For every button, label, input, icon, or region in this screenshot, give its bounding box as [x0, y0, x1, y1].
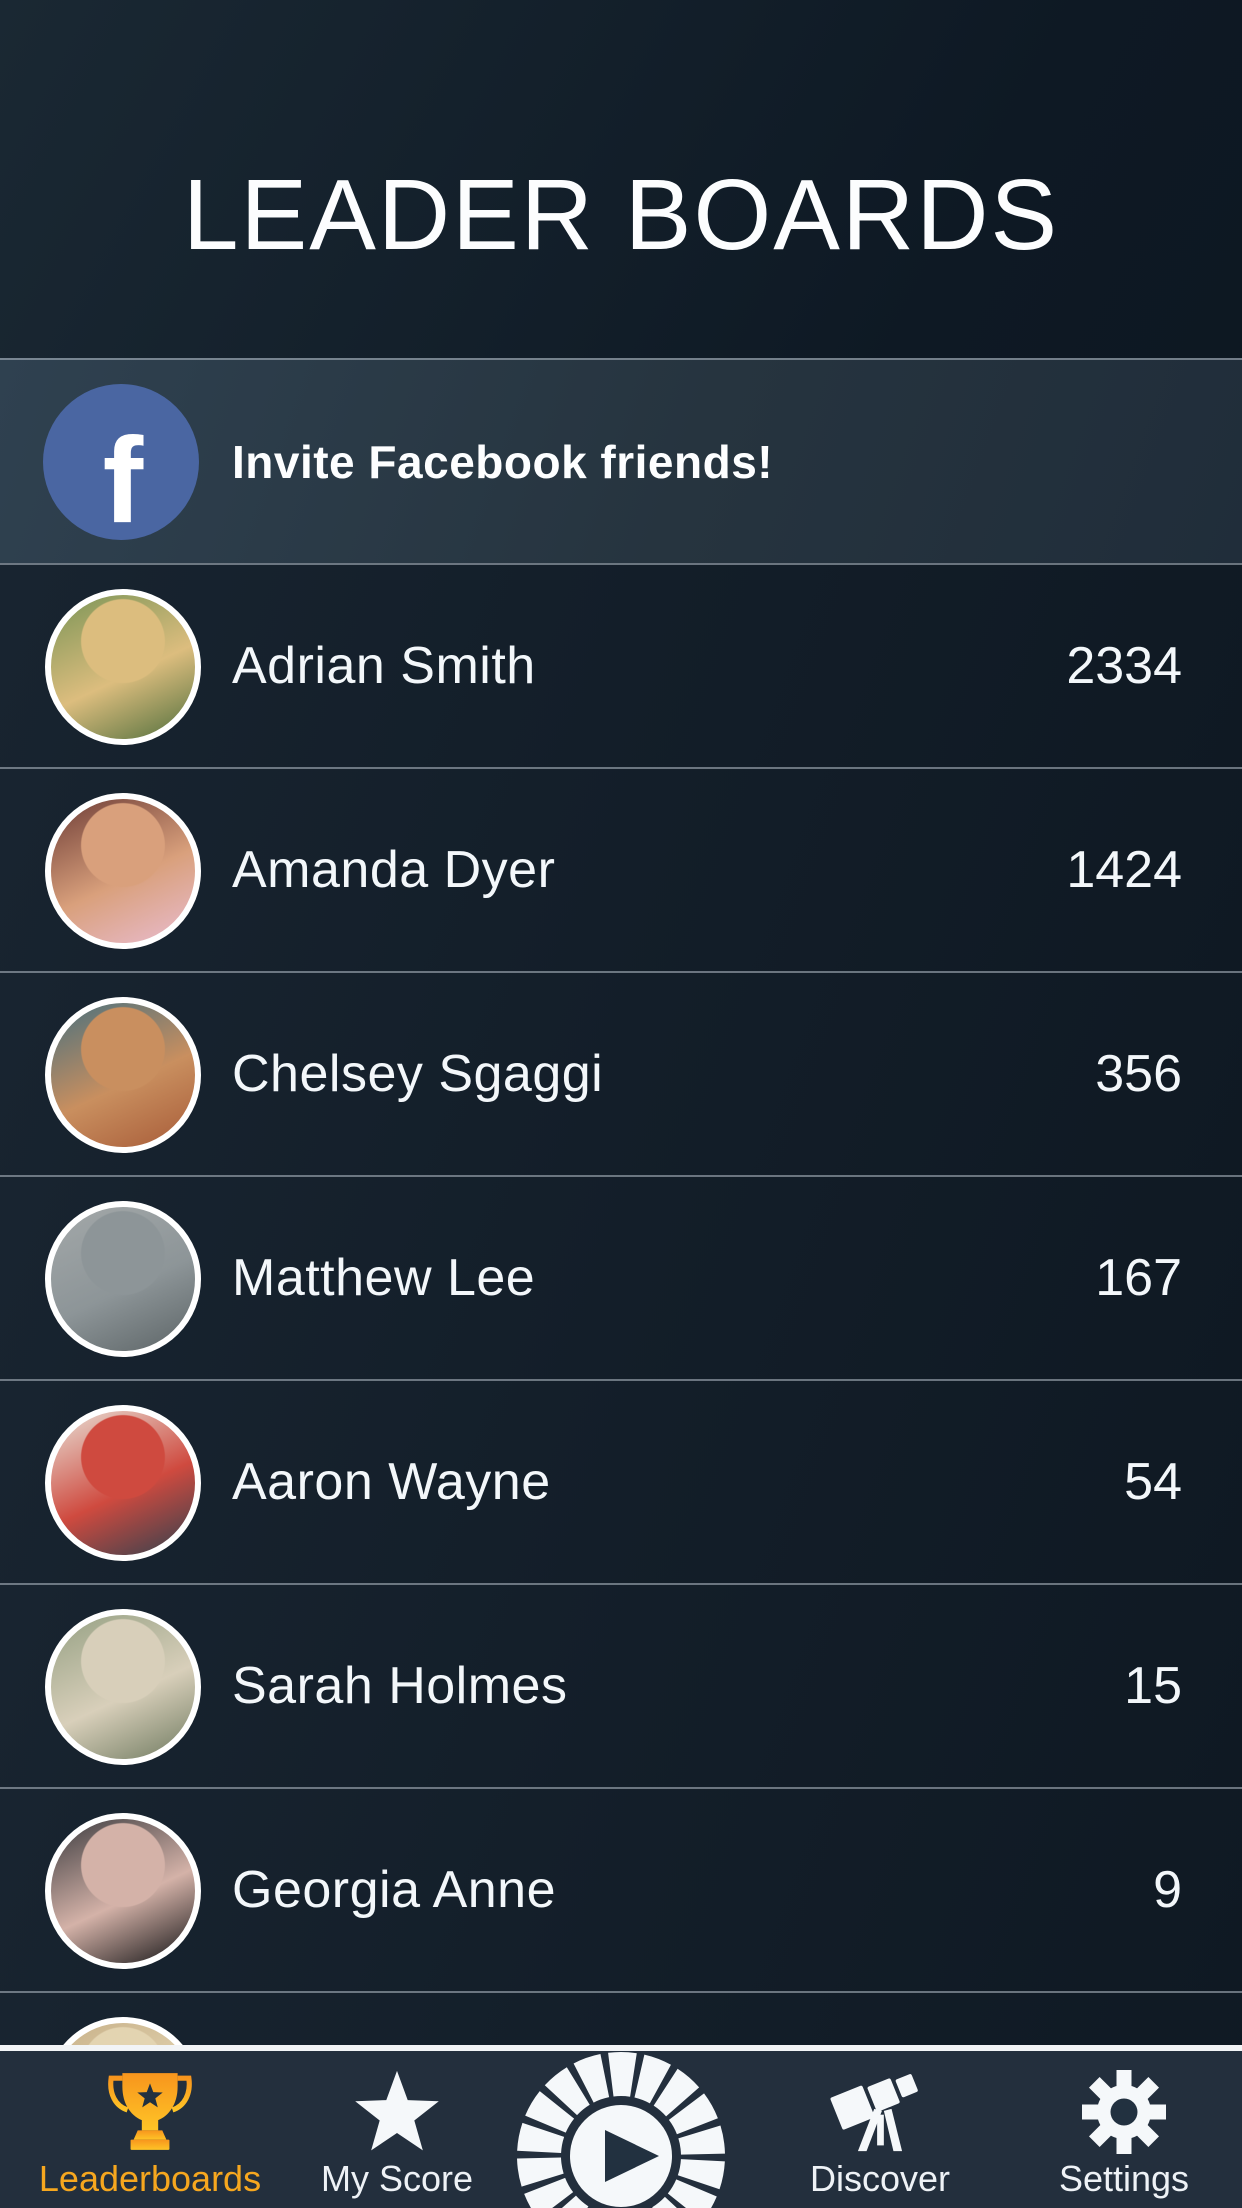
play-wheel-button[interactable] — [511, 2046, 731, 2208]
player-name: Chelsey Sgaggi — [232, 1045, 604, 1103]
avatar — [45, 1201, 201, 1357]
player-score: 356 — [1095, 1045, 1182, 1103]
tab-settings[interactable]: Settings — [1004, 2051, 1242, 2208]
player-name: Amanda Dyer — [232, 841, 556, 899]
page-title: LEADER BOARDS — [182, 159, 1060, 271]
player-score: 167 — [1095, 1249, 1182, 1307]
avatar — [45, 1609, 201, 1765]
facebook-f-glyph: f — [102, 412, 144, 540]
avatar — [45, 1813, 201, 1969]
tab-leaderboards[interactable]: Leaderboards — [20, 2051, 280, 2208]
leaderboard-row[interactable]: Adrian Smith 2334 — [0, 563, 1242, 767]
avatar — [45, 1405, 201, 1561]
player-name: Matthew Lee — [232, 1249, 536, 1307]
leaderboard-row[interactable]: Aaron Wayne 54 — [0, 1379, 1242, 1583]
player-name: Adrian Smith — [232, 637, 536, 695]
leaderboard-row[interactable]: Amanda Dyer 1424 — [0, 767, 1242, 971]
invite-label: Invite Facebook friends! — [232, 435, 774, 488]
player-name: Sarah Holmes — [232, 1657, 568, 1715]
tab-label: Settings — [1058, 2158, 1190, 2199]
trophy-icon — [106, 2051, 194, 2155]
leaderboard-row[interactable]: Georgia Anne 9 — [0, 1787, 1242, 1991]
player-score: 2334 — [1066, 637, 1182, 695]
player-score: 15 — [1124, 1657, 1182, 1715]
player-score: 54 — [1124, 1453, 1182, 1511]
leaderboard-row[interactable]: Chelsey Sgaggi 356 — [0, 971, 1242, 1175]
play-wheel-icon — [517, 2052, 725, 2208]
tab-my-score[interactable]: My Score — [277, 2051, 517, 2208]
avatar — [45, 793, 201, 949]
player-score: 1424 — [1066, 841, 1182, 899]
invite-facebook-row[interactable]: f Invite Facebook friends! — [0, 358, 1242, 563]
avatar — [45, 589, 201, 745]
avatar — [45, 997, 201, 1153]
tab-label: My Score — [320, 2158, 474, 2199]
star-icon — [349, 2051, 445, 2155]
tab-discover[interactable]: Discover — [760, 2051, 1000, 2208]
facebook-icon: f — [43, 384, 199, 540]
tab-label: Discover — [809, 2158, 951, 2199]
leaderboard-row[interactable]: Sarah Holmes 15 — [0, 1583, 1242, 1787]
gear-icon — [1080, 2051, 1168, 2155]
tab-label: Leaderboards — [38, 2158, 262, 2199]
telescope-icon — [828, 2051, 932, 2155]
player-score: 9 — [1153, 1861, 1182, 1919]
player-name: Aaron Wayne — [232, 1453, 551, 1511]
player-name: Georgia Anne — [232, 1861, 557, 1919]
leaderboard-row[interactable]: Matthew Lee 167 — [0, 1175, 1242, 1379]
